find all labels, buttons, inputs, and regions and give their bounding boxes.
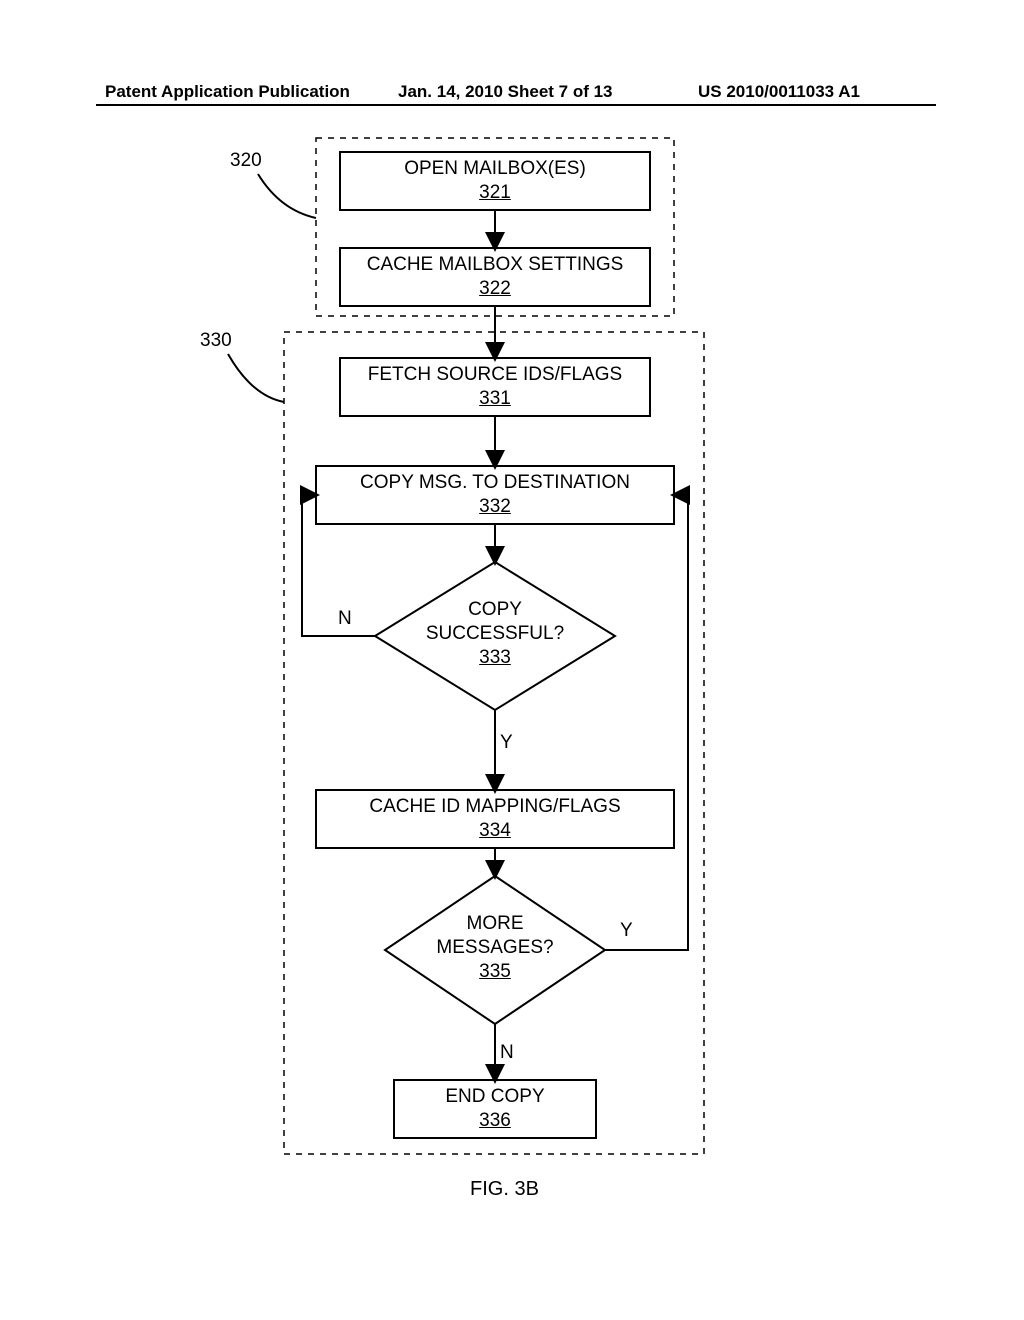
box-322-ref: 322 [479, 278, 511, 299]
callout-330-curve [228, 354, 284, 402]
box-331-title: FETCH SOURCE IDS/FLAGS [368, 364, 622, 385]
box-336-text: END COPY 336 [394, 1085, 596, 1133]
edge-335-no-label: N [500, 1042, 514, 1064]
group-330-label: 330 [200, 330, 232, 352]
box-321-text: OPEN MAILBOX(ES) 321 [340, 157, 650, 205]
box-321-ref: 321 [479, 182, 511, 203]
box-322-title: CACHE MAILBOX SETTINGS [367, 254, 624, 275]
box-331-text: FETCH SOURCE IDS/FLAGS 331 [340, 363, 650, 411]
box-332-text: COPY MSG. TO DESTINATION 332 [316, 471, 674, 519]
box-334-text: CACHE ID MAPPING/FLAGS 334 [316, 795, 674, 843]
box-331-ref: 331 [479, 388, 511, 409]
box-321-title: OPEN MAILBOX(ES) [404, 158, 586, 179]
diamond-335-ref: 335 [479, 961, 511, 982]
box-336-title: END COPY [445, 1086, 544, 1107]
diamond-333-line2: SUCCESSFUL? [426, 623, 564, 644]
box-332-ref: 332 [479, 496, 511, 517]
box-336-ref: 336 [479, 1110, 511, 1131]
diamond-335-line2: MESSAGES? [436, 937, 553, 958]
figure-label: FIG. 3B [470, 1178, 539, 1201]
diamond-335-text: MORE MESSAGES? 335 [405, 912, 585, 983]
edge-335-yes-label: Y [620, 920, 633, 942]
group-320-label: 320 [230, 150, 262, 172]
edge-335-yes-loop [605, 495, 688, 950]
page: Patent Application Publication Jan. 14, … [0, 0, 1024, 1320]
box-334-title: CACHE ID MAPPING/FLAGS [369, 796, 620, 817]
callout-320-curve [258, 174, 316, 218]
diamond-333-text: COPY SUCCESSFUL? 333 [395, 598, 595, 669]
edge-333-no-label: N [338, 608, 352, 630]
diamond-333-line1: COPY [468, 599, 522, 620]
box-334-ref: 334 [479, 820, 511, 841]
diamond-333-ref: 333 [479, 647, 511, 668]
diamond-335-line1: MORE [467, 913, 524, 934]
box-322-text: CACHE MAILBOX SETTINGS 322 [340, 253, 650, 301]
edge-333-yes-label: Y [500, 732, 513, 754]
box-332-title: COPY MSG. TO DESTINATION [360, 472, 630, 493]
